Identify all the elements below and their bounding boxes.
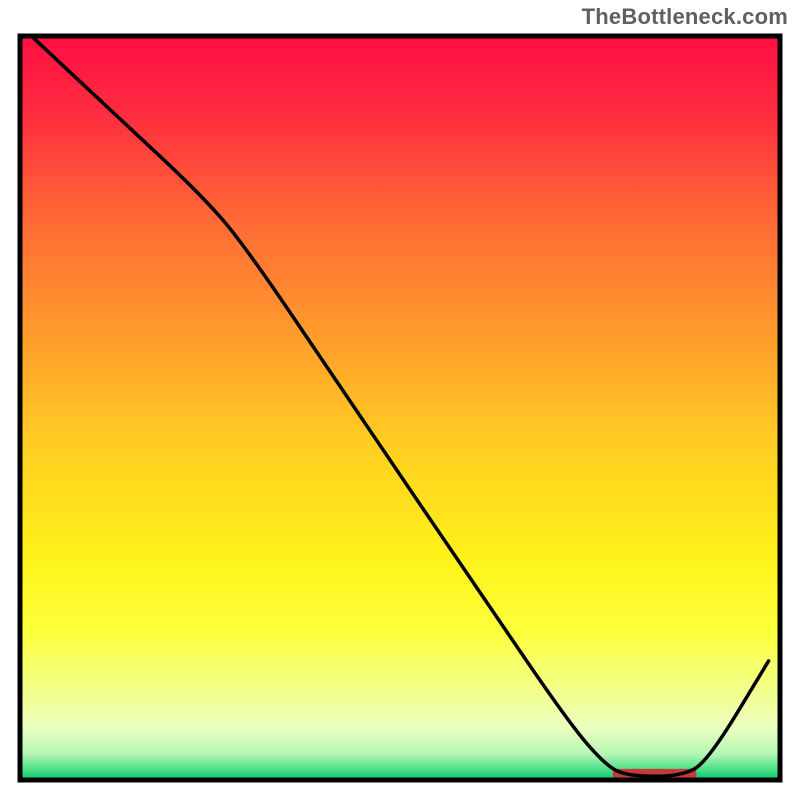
watermark-text: TheBottleneck.com (582, 4, 788, 30)
plot-background (20, 36, 780, 780)
bottleneck-heatmap-chart (0, 0, 800, 800)
